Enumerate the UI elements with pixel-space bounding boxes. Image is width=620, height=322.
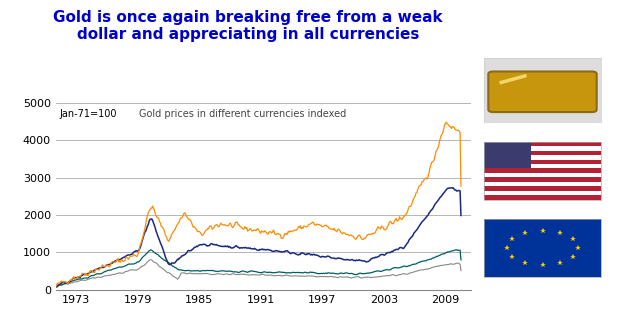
Text: Gold prices in different currencies indexed: Gold prices in different currencies inde… <box>139 109 346 118</box>
Text: Jan-71=100: Jan-71=100 <box>60 109 117 118</box>
Bar <box>484 186 601 191</box>
FancyBboxPatch shape <box>489 71 596 112</box>
Bar <box>484 164 601 168</box>
Bar <box>484 177 601 182</box>
Bar <box>484 142 601 146</box>
Bar <box>484 155 601 159</box>
Bar <box>484 146 601 151</box>
Text: Gold is once again breaking free from a weak
dollar and appreciating in all curr: Gold is once again breaking free from a … <box>53 10 443 42</box>
Bar <box>484 142 531 168</box>
Bar <box>484 151 601 155</box>
Bar <box>484 191 601 195</box>
Bar <box>484 195 601 200</box>
Bar <box>484 159 601 164</box>
Bar <box>484 173 601 177</box>
Bar <box>484 168 601 173</box>
Bar <box>484 182 601 186</box>
